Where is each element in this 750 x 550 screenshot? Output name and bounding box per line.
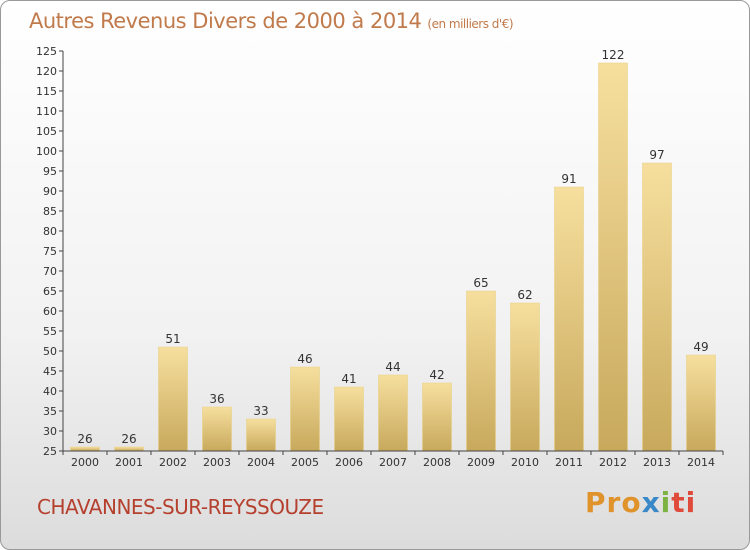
y-tick-label: 60	[43, 305, 57, 318]
bar-value-label: 46	[297, 352, 312, 366]
chart-title: Autres Revenus Divers de 2000 à 2014 (en …	[29, 9, 514, 33]
x-tick-label: 2011	[555, 456, 583, 469]
bar-2011	[554, 186, 584, 452]
city-name: CHAVANNES-SUR-REYSSOUZE	[37, 495, 324, 519]
bar-value-label: 97	[649, 148, 664, 162]
bar-value-label: 65	[473, 276, 488, 290]
x-tick-label: 2000	[71, 456, 99, 469]
bar-2014	[686, 354, 716, 452]
bar-2000	[70, 446, 100, 452]
x-tick-label: 2008	[423, 456, 451, 469]
y-tick-label: 75	[43, 245, 57, 258]
y-tick-label: 30	[43, 425, 57, 438]
x-tick-label: 2003	[203, 456, 231, 469]
bar-value-label: 26	[121, 432, 136, 446]
bar-2008	[422, 382, 452, 452]
bar-2003	[202, 406, 232, 452]
bar-value-label: 42	[429, 368, 444, 382]
y-tick-label: 25	[43, 445, 57, 458]
x-tick-label: 2006	[335, 456, 363, 469]
y-tick-label: 100	[36, 145, 57, 158]
x-axis: 2000 2001 2002 2003 2004 2005 2006 2007 2008 2009…	[62, 450, 724, 469]
bar-2001	[114, 446, 144, 452]
bar-chart: 25 30 35 40 45 50 55 60 65 70 75 80 85 90 95 100 105 110 1…	[36, 45, 724, 469]
bar-value-label: 33	[253, 404, 268, 418]
title-text: Autres Revenus Divers de 2000 à 2014	[29, 9, 422, 33]
y-tick-label: 70	[43, 265, 57, 278]
bar-2013	[642, 162, 672, 452]
y-axis: 25 30 35 40 45 50 55 60 65 70 75 80 85 90 95 100 105 110 1…	[36, 45, 64, 458]
y-tick-label: 35	[43, 405, 57, 418]
bar-value-label: 36	[209, 392, 224, 406]
y-tick-label: 45	[43, 365, 57, 378]
x-tick-label: 2010	[511, 456, 539, 469]
bar-2005	[290, 366, 320, 452]
y-tick-label: 125	[36, 45, 57, 58]
bar-value-label: 51	[165, 332, 180, 346]
y-tick-label: 50	[43, 345, 57, 358]
y-tick-label: 80	[43, 225, 57, 238]
bar-2006	[334, 386, 364, 452]
bars: 26 26 51 36 33 46 41 44 42 65 62 91 122 97 49	[70, 48, 716, 452]
bar-2004	[246, 418, 276, 452]
unit-label: (en milliers d'€)	[427, 17, 514, 31]
bar-value-label: 49	[693, 340, 708, 354]
bar-value-label: 91	[561, 172, 576, 186]
x-tick-label: 2013	[643, 456, 671, 469]
y-tick-label: 65	[43, 285, 57, 298]
y-tick-label: 120	[36, 65, 57, 78]
x-tick-label: 2009	[467, 456, 495, 469]
bar-value-label: 44	[385, 360, 400, 374]
bar-value-label: 62	[517, 288, 532, 302]
x-tick-label: 2002	[159, 456, 187, 469]
bar-2010	[510, 302, 540, 452]
y-tick-label: 110	[36, 105, 57, 118]
x-tick-label: 2014	[687, 456, 715, 469]
x-tick-label: 2007	[379, 456, 407, 469]
bar-2002	[158, 346, 188, 452]
y-tick-label: 90	[43, 185, 57, 198]
x-tick-label: 2004	[247, 456, 275, 469]
x-tick-label: 2005	[291, 456, 319, 469]
x-tick-label: 2012	[599, 456, 627, 469]
bar-value-label: 41	[341, 372, 356, 386]
y-tick-label: 95	[43, 165, 57, 178]
proxiti-logo: Proxiti	[585, 486, 697, 519]
y-tick-label: 55	[43, 325, 57, 338]
y-tick-label: 115	[36, 85, 57, 98]
y-tick-label: 105	[36, 125, 57, 138]
bar-value-label: 26	[77, 432, 92, 446]
x-tick-label: 2001	[115, 456, 143, 469]
y-tick-label: 40	[43, 385, 57, 398]
bar-2009	[466, 290, 496, 452]
bar-value-label: 122	[602, 48, 625, 62]
y-tick-label: 85	[43, 205, 57, 218]
bar-2007	[378, 374, 408, 452]
bar-2012	[598, 62, 628, 452]
